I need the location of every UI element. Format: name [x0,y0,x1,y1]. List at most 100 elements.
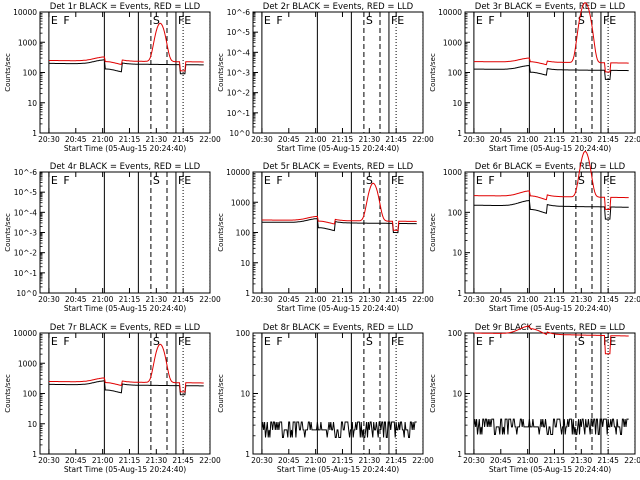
y-tick-label: 10^-6 [227,8,251,17]
y-axis-label: Counts/sec [4,374,12,413]
y-tick-label: 10000 [438,8,462,17]
panel-title: Det 3r BLACK = Events, RED = LLD [475,2,626,12]
y-tick-label: 1000 [18,359,37,368]
x-tick-label: 20:30 [251,295,273,304]
x-axis-label: Start Time (05-Aug-15 20:24:40) [64,304,186,313]
event-marker-label: FE [178,174,191,187]
event-marker-label: S [578,335,585,348]
panel-title: Det 1r BLACK = Events, RED = LLD [50,2,201,12]
event-marker-label: F [63,174,69,187]
x-tick-label: 21:00 [305,456,327,465]
y-tick-label: 1000 [18,38,37,47]
x-tick-label: 20:45 [278,295,300,304]
plot-frame [39,171,211,294]
x-tick-label: 20:30 [38,295,60,304]
event-marker-label: S [153,174,160,187]
event-marker-label: F [276,174,282,187]
panel-title: Det 5r BLACK = Events, RED = LLD [263,162,414,172]
x-axis-label: Start Time (05-Aug-15 20:24:40) [64,144,186,153]
event-marker-label: FE [178,335,191,348]
detector-panel: Det 9r BLACK = Events, RED = LLD Counts/s… [429,323,640,474]
y-tick-label: 1 [245,289,250,298]
x-tick-label: 22:00 [199,295,221,304]
y-tick-label: 10^0 [229,129,250,138]
x-tick-label: 20:45 [278,135,300,144]
y-tick-label: 1 [457,450,462,459]
x-tick-label: 21:30 [359,295,381,304]
detector-panel: Det 5r BLACK = Events, RED = LLD Counts/s… [217,162,434,313]
event-marker-label: FE [178,14,191,27]
y-axis-label: Counts/sec [217,213,225,252]
x-tick-label: 22:00 [624,295,640,304]
event-marker-label: S [366,14,373,27]
x-tick-label: 20:30 [463,456,485,465]
x-tick-label: 20:30 [251,456,273,465]
x-axis-label: Start Time (05-Aug-15 20:24:40) [277,304,399,313]
events-series-line [261,218,417,234]
detector-panel: Det 1r BLACK = Events, RED = LLD Counts/s… [4,2,221,153]
plot-frame [252,11,424,134]
x-tick-label: 21:30 [571,295,593,304]
y-tick-label: 1 [457,129,462,138]
events-series-line [473,199,629,220]
panel-title: Det 6r BLACK = Events, RED = LLD [475,162,626,172]
y-tick-label: 100 [23,69,38,78]
x-tick-label: 21:45 [385,456,407,465]
x-tick-label: 20:45 [65,295,87,304]
x-tick-label: 21:45 [385,295,407,304]
event-marker-label: FE [391,14,404,27]
x-tick-label: 21:00 [305,135,327,144]
x-tick-label: 21:00 [92,295,114,304]
x-tick-label: 21:15 [332,456,354,465]
event-marker-label: F [63,14,69,27]
y-tick-label: 10 [27,420,37,429]
x-tick-label: 22:00 [624,135,640,144]
x-tick-label: 21:45 [172,456,194,465]
y-axis-label: Counts/sec [4,53,12,92]
event-marker-label: FE [391,335,404,348]
events-series-line [473,418,629,435]
x-tick-label: 21:00 [305,295,327,304]
y-tick-label: 10 [452,390,462,399]
y-tick-label: 10^-5 [14,188,38,197]
x-tick-label: 20:45 [490,135,512,144]
detector-panel: Det 4r BLACK = Events, RED = LLD Counts/s… [4,162,221,313]
x-axis-label: Start Time (05-Aug-15 20:24:40) [489,465,611,474]
panel-title: Det 2r BLACK = Events, RED = LLD [263,2,414,12]
x-tick-label: 22:00 [199,456,221,465]
lld-series-line [473,150,629,210]
x-tick-label: 22:00 [624,456,640,465]
event-marker-label: FE [603,14,616,27]
y-tick-label: 1000 [443,168,462,177]
event-marker-label: E [264,14,271,27]
y-tick-label: 10 [27,99,37,108]
x-axis-label: Start Time (05-Aug-15 20:24:40) [277,465,399,474]
x-tick-label: 21:30 [146,135,168,144]
x-tick-label: 21:45 [172,295,194,304]
event-marker-label: F [488,335,494,348]
y-tick-label: 1 [245,450,250,459]
events-series-line [48,59,204,75]
x-tick-label: 21:30 [146,456,168,465]
event-marker-label: E [264,335,271,348]
events-series-line [48,380,204,396]
event-marker-label: E [476,174,483,187]
plot-frame [464,171,636,294]
panel-title: Det 9r BLACK = Events, RED = LLD [475,323,626,333]
x-tick-label: 20:45 [65,456,87,465]
lld-series-line [473,325,629,355]
y-tick-label: 1 [32,129,37,138]
x-tick-label: 21:15 [332,295,354,304]
y-axis-label: Counts/sec [217,53,225,92]
lld-series-line [473,2,629,73]
plot-frame [464,332,636,455]
y-tick-label: 10 [240,259,250,268]
y-tick-label: 100 [448,69,463,78]
y-tick-label: 10^-3 [14,229,38,238]
x-tick-label: 21:15 [119,456,141,465]
x-tick-label: 21:15 [119,135,141,144]
plot-frame [39,11,211,134]
panel-title: Det 4r BLACK = Events, RED = LLD [50,162,201,172]
y-tick-label: 100 [448,208,463,217]
